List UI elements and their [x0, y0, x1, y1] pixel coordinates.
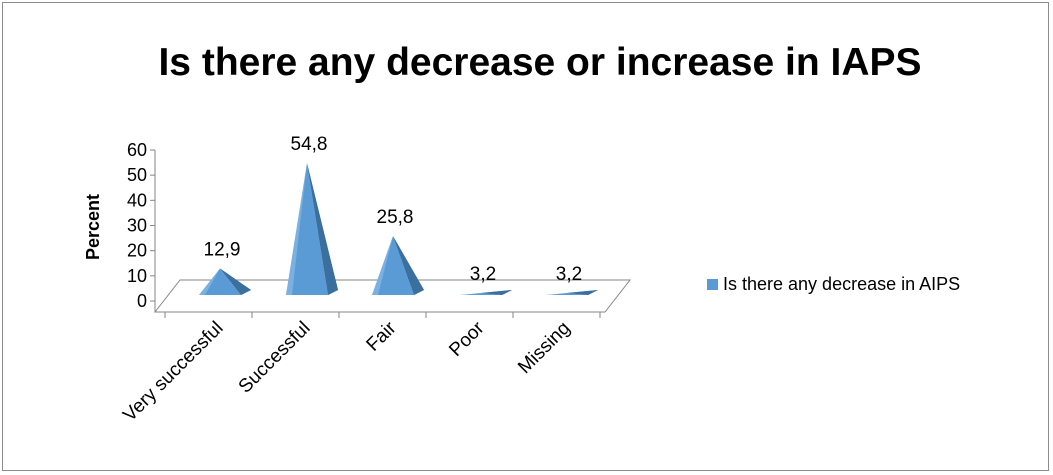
bar-side-face-2: [220, 268, 251, 295]
y-tick-label: 30: [127, 216, 147, 236]
axes: [153, 150, 632, 318]
bar-front-face: [199, 268, 241, 295]
y-tick-label: 0: [137, 291, 147, 311]
x-tick-label: Poor: [445, 317, 489, 361]
bar-side-face-2: [307, 163, 338, 295]
y-tick-label: 60: [127, 140, 147, 160]
bar-front-face: [546, 292, 588, 295]
bar-side-face-2: [393, 236, 424, 295]
data-label: 25,8: [377, 207, 414, 228]
bar-highlight: [286, 163, 307, 295]
bar-highlight: [199, 268, 220, 295]
x-tick-label: Fair: [363, 317, 401, 355]
y-axis-label: Percent: [83, 194, 103, 260]
bar-highlight: [372, 236, 393, 295]
bar: [546, 290, 598, 295]
bar: [286, 163, 338, 295]
bar: [460, 290, 512, 295]
data-labels: 12,9 54,8 25,8 3,2 3,2: [204, 134, 583, 285]
bar-front-face: [286, 163, 328, 295]
y-ticks: 0 10 20 30 40 50 60: [127, 140, 155, 311]
bar-highlight: [546, 292, 567, 295]
bar-front-face: [460, 292, 502, 295]
y-tick-label: 40: [127, 190, 147, 210]
bar-front-face: [372, 236, 414, 295]
bar-highlight: [460, 292, 481, 295]
y-tick-label: 20: [127, 241, 147, 261]
bar: [372, 236, 424, 295]
y-tick-label: 50: [127, 165, 147, 185]
bar: [199, 268, 251, 295]
legend: Is there any decrease in AIPS: [707, 274, 960, 294]
data-label: 3,2: [556, 264, 582, 285]
bar-side-face-2: [567, 290, 598, 295]
chart-title: Is there any decrease or increase in IAP…: [158, 41, 921, 84]
data-label: 12,9: [204, 240, 241, 261]
x-tick-label: Successful: [235, 318, 315, 398]
data-label: 3,2: [470, 264, 496, 285]
data-label: 54,8: [291, 134, 328, 155]
bars: [199, 163, 598, 295]
y-tick-label: 10: [127, 266, 147, 286]
bar-side-face-2: [481, 290, 512, 295]
legend-swatch: [707, 279, 718, 290]
x-tick-labels: Very successful Successful Fair Poor Missing: [119, 317, 574, 426]
x-tick-label: Very successful: [119, 318, 227, 426]
x-tick-label: Missing: [514, 318, 574, 378]
legend-label: Is there any decrease in AIPS: [723, 274, 960, 294]
